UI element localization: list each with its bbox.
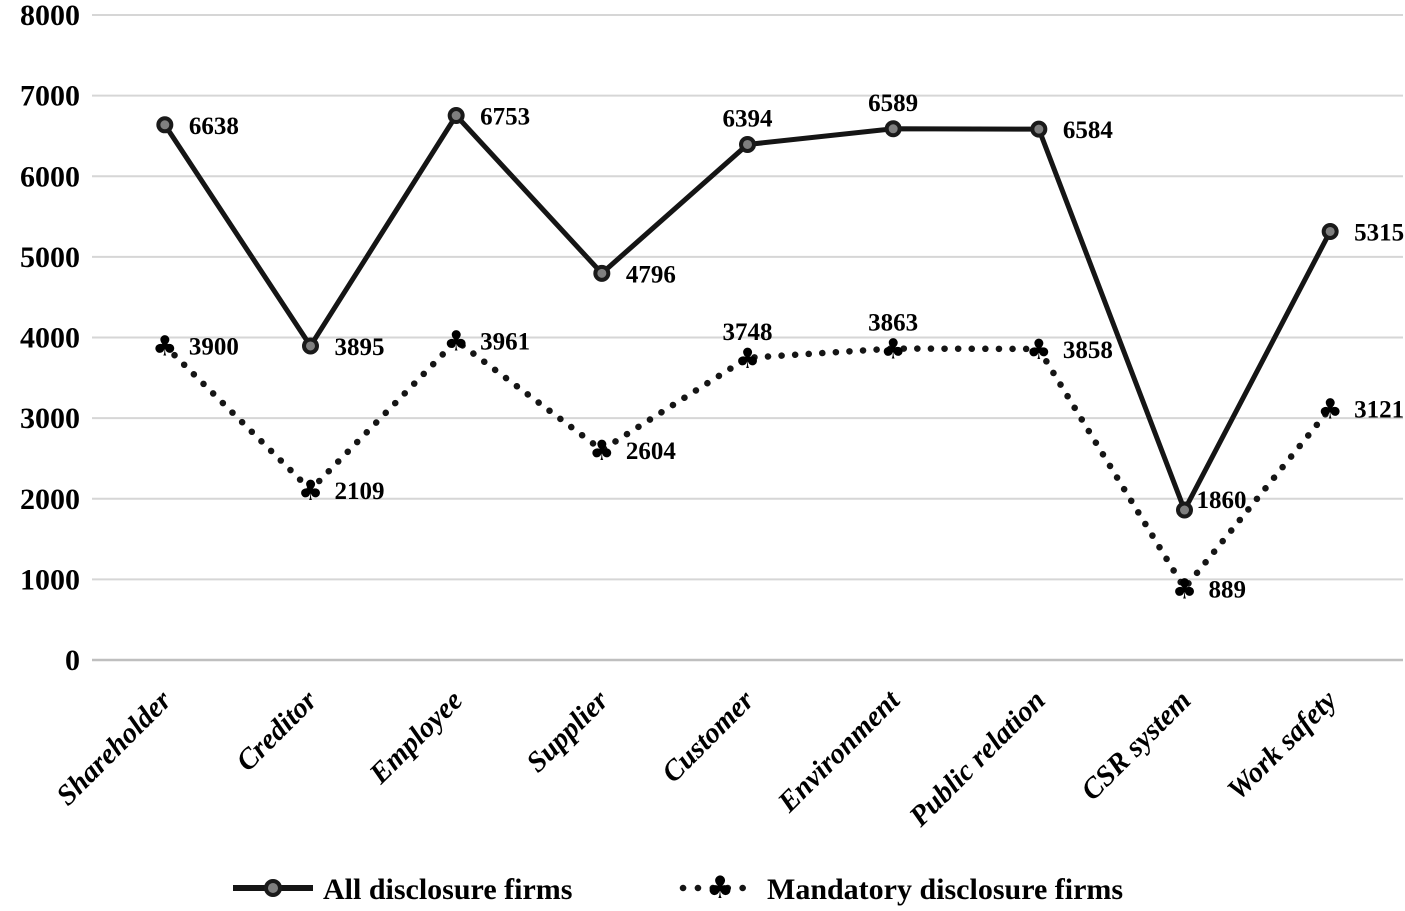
- data-label: 3121: [1354, 396, 1404, 423]
- data-label: 2604: [626, 438, 677, 465]
- legend-label-mandatory-disclosure-firms: Mandatory disclosure firms: [767, 873, 1123, 906]
- data-label: 6584: [1063, 117, 1114, 144]
- club-marker-icon: ♣: [152, 330, 177, 363]
- circle-marker: [884, 120, 902, 138]
- club-marker-icon: ♣: [1318, 392, 1343, 425]
- y-axis-tick-label: 8000: [20, 0, 80, 32]
- circle-marker: [156, 116, 174, 134]
- club-marker-icon: ♣: [1172, 572, 1197, 605]
- data-label: 3895: [335, 334, 385, 361]
- y-axis-tick-label: 1000: [20, 563, 80, 596]
- club-marker-icon: ♣: [1026, 333, 1051, 366]
- data-label: 6589: [868, 90, 918, 117]
- club-marker-icon: ♣: [444, 325, 469, 358]
- data-label: 1860: [1197, 487, 1247, 514]
- data-label: 3961: [480, 329, 530, 356]
- legend: All disclosure firms ♣ Mandatory disclosur…: [233, 870, 1123, 906]
- circle-marker: [593, 264, 611, 282]
- x-axis-category-label: Employee: [363, 684, 470, 791]
- y-axis-tick-label: 6000: [20, 160, 80, 193]
- series-line-mandatory-disclosure-firms: [161, 337, 1334, 592]
- x-axis-category-label: CSR system: [1075, 684, 1197, 806]
- data-label: 3748: [723, 319, 773, 346]
- data-label: 889: [1209, 576, 1247, 603]
- circle-marker: [739, 135, 756, 153]
- club-marker-icon: ♣: [298, 474, 323, 507]
- data-label: 3863: [868, 310, 918, 337]
- data-label: 6394: [723, 105, 774, 132]
- circle-marker: [1321, 222, 1339, 240]
- x-axis-category-label: Shareholder: [50, 684, 178, 812]
- y-axis-tick-label: 2000: [20, 483, 80, 516]
- circle-marker: [1176, 501, 1193, 519]
- y-axis-tick-label: 5000: [20, 241, 80, 274]
- legend-club-marker-icon: ♣: [706, 870, 734, 906]
- legend-circle-marker-icon: [264, 879, 282, 897]
- series-line-all-disclosure-firms: [162, 113, 1333, 513]
- data-label: 2109: [335, 478, 385, 505]
- circle-marker: [1030, 120, 1048, 138]
- legend-label-all-disclosure-firms: All disclosure firms: [323, 873, 572, 906]
- club-marker-icon: ♣: [589, 434, 614, 467]
- x-axis-category-label: Public relation: [903, 684, 1052, 833]
- data-label: 3858: [1063, 337, 1113, 364]
- y-axis-tick-label: 0: [65, 644, 80, 677]
- data-label: 6753: [480, 104, 530, 131]
- circle-marker: [447, 107, 465, 125]
- data-label: 5315: [1354, 219, 1404, 246]
- data-label: 6638: [189, 113, 239, 140]
- data-label: 4796: [626, 261, 676, 288]
- y-axis-tick-label: 4000: [20, 322, 80, 355]
- club-marker-icon: ♣: [735, 342, 760, 375]
- x-axis-category-label: Creditor: [230, 684, 324, 778]
- data-label: 3900: [189, 334, 239, 361]
- club-marker-icon: ♣: [881, 333, 906, 366]
- circle-marker: [302, 337, 319, 355]
- y-axis-tick-label: 7000: [20, 80, 80, 113]
- x-axis-category-label: Supplier: [520, 684, 615, 779]
- x-axis-category-label: Customer: [656, 684, 761, 789]
- x-axis-category-label: Work safety: [1221, 684, 1343, 806]
- y-axis-tick-label: 3000: [20, 402, 80, 435]
- x-axis-category-label: Environment: [771, 684, 907, 820]
